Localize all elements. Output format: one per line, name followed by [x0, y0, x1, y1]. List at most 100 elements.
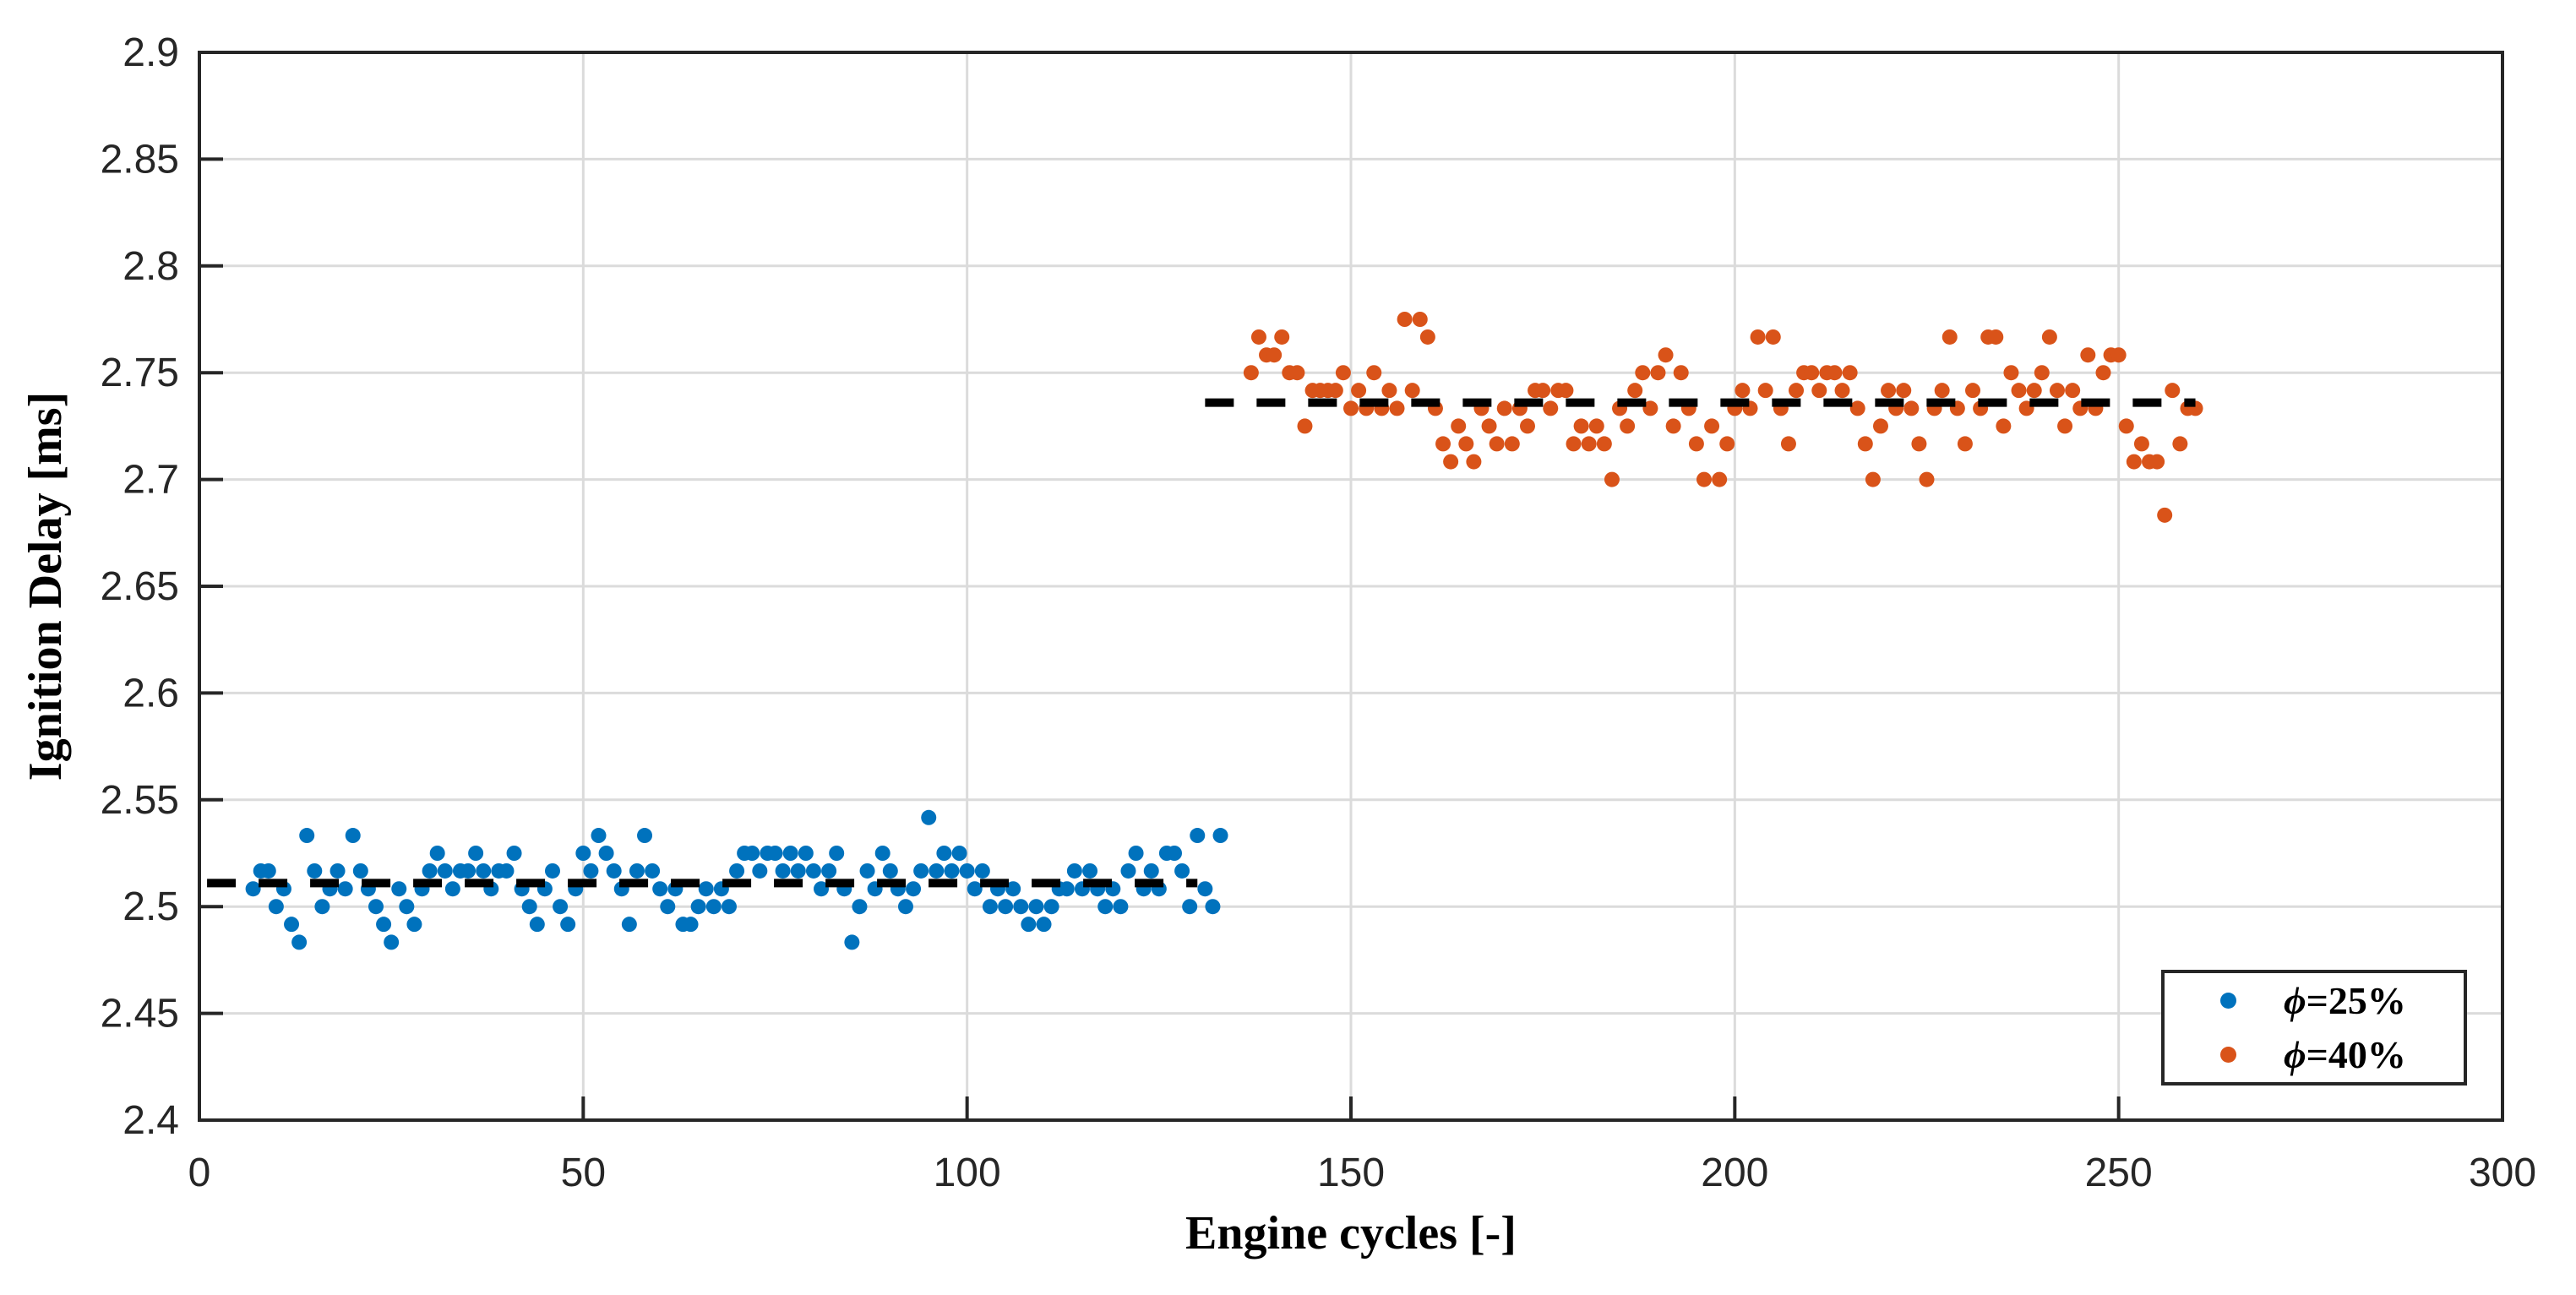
data-point — [921, 809, 937, 825]
data-point — [1688, 436, 1704, 452]
data-point — [1642, 400, 1658, 416]
data-point — [1896, 383, 1912, 399]
data-point — [444, 881, 460, 897]
data-point — [376, 917, 392, 933]
data-point — [1957, 436, 1973, 452]
y-tick-label: 2.4 — [123, 1098, 179, 1143]
legend-entry-phi-25: ϕ=25% — [2165, 977, 2464, 1025]
series-phi-25 — [245, 809, 1228, 950]
data-point — [1696, 471, 1712, 487]
data-point — [729, 862, 745, 879]
data-point — [1082, 862, 1098, 879]
data-point — [2065, 383, 2081, 399]
data-point — [1842, 365, 1858, 381]
data-point — [1174, 862, 1190, 879]
data-point — [1757, 383, 1773, 399]
data-point — [1197, 881, 1213, 897]
data-point — [859, 862, 875, 879]
x-tick-label: 300 — [2469, 1151, 2536, 1195]
data-point — [1765, 329, 1781, 345]
data-point — [982, 899, 998, 915]
data-point — [1335, 365, 1351, 381]
data-point — [2057, 418, 2073, 434]
data-point — [1005, 881, 1021, 897]
data-point — [1934, 383, 1950, 399]
y-tick-label: 2.6 — [123, 671, 179, 716]
data-point — [621, 917, 637, 933]
data-point — [1804, 365, 1820, 381]
data-point — [1834, 383, 1850, 399]
data-point — [1143, 862, 1159, 879]
data-point — [268, 899, 284, 915]
data-point — [337, 881, 353, 897]
data-point — [606, 862, 622, 879]
points-layer — [245, 312, 2203, 950]
data-point — [368, 899, 384, 915]
data-point — [245, 881, 261, 897]
data-point — [1412, 312, 1428, 327]
data-point — [1043, 899, 1059, 915]
data-point — [1919, 471, 1935, 487]
data-point — [529, 917, 545, 933]
y-tick-label: 2.75 — [101, 351, 179, 395]
x-tick-label: 200 — [1701, 1151, 1768, 1195]
data-point — [683, 917, 699, 933]
data-point — [1113, 899, 1129, 915]
data-point — [1942, 329, 1958, 345]
data-point — [852, 899, 868, 915]
data-point — [553, 899, 569, 915]
data-point — [913, 862, 929, 879]
data-point — [575, 846, 591, 861]
data-point — [2080, 347, 2096, 363]
data-point — [1780, 436, 1796, 452]
data-point — [583, 862, 599, 879]
y-tick-label: 2.55 — [101, 778, 179, 823]
data-point — [1435, 436, 1451, 452]
x-tick-label: 0 — [188, 1151, 211, 1195]
data-point — [521, 899, 537, 915]
data-point — [1865, 471, 1881, 487]
data-point — [951, 846, 967, 861]
data-point — [744, 846, 760, 861]
data-point — [1827, 365, 1843, 381]
data-point — [1205, 899, 1221, 915]
data-point — [690, 899, 706, 915]
data-point — [1996, 418, 2012, 434]
data-point — [705, 899, 722, 915]
data-point — [1811, 383, 1827, 399]
data-point — [1066, 862, 1082, 879]
data-point — [1028, 899, 1044, 915]
data-point — [1911, 436, 1927, 452]
axes-layer — [198, 51, 2504, 1122]
data-point — [782, 846, 798, 861]
data-point — [591, 828, 607, 844]
data-point — [345, 828, 361, 844]
data-point — [1404, 383, 1420, 399]
data-point — [752, 862, 768, 879]
data-point — [1596, 436, 1612, 452]
data-point — [2049, 383, 2065, 399]
data-point — [790, 862, 806, 879]
data-point — [1489, 436, 1505, 452]
data-point — [506, 846, 522, 861]
data-point — [2126, 454, 2142, 470]
phi-symbol: ϕ — [2284, 1033, 2306, 1076]
data-point — [560, 917, 576, 933]
legend-label: ϕ=25% — [2284, 978, 2406, 1023]
data-point — [1021, 917, 1037, 933]
legend-marker-orange-icon — [2220, 1047, 2236, 1063]
data-point — [1097, 899, 1114, 915]
y-tick-label: 2.7 — [123, 458, 179, 503]
data-point — [906, 881, 922, 897]
data-point — [1849, 400, 1865, 416]
data-point — [959, 862, 975, 879]
x-tick-label: 50 — [561, 1151, 606, 1195]
data-point — [1535, 383, 1551, 399]
data-point — [1013, 899, 1029, 915]
data-point — [291, 934, 308, 950]
data-point — [544, 862, 560, 879]
data-point — [767, 846, 783, 861]
data-point — [476, 862, 492, 879]
